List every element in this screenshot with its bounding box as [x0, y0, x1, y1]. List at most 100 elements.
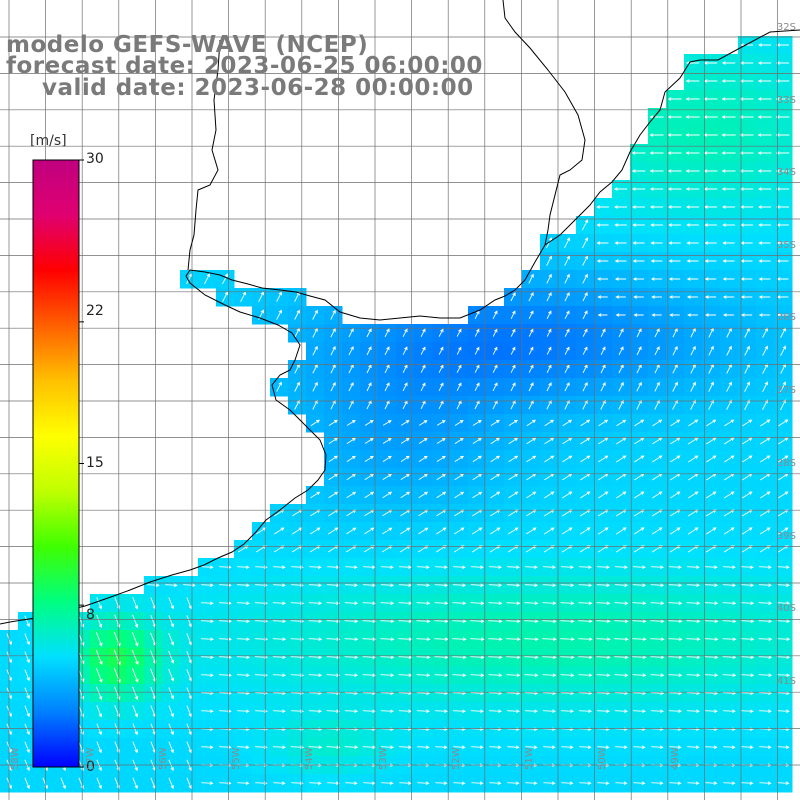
wind-arrow — [237, 745, 250, 750]
wind-arrow — [597, 313, 608, 317]
wind-arrow — [542, 583, 557, 588]
wind-arrow — [380, 601, 395, 606]
wind-arrow — [600, 381, 606, 392]
wind-arrow — [186, 705, 192, 718]
wind-arrow — [780, 345, 786, 356]
wind-arrow — [364, 491, 375, 499]
wind-arrow — [668, 241, 681, 245]
country-border — [187, 0, 586, 271]
wind-arrow — [651, 527, 663, 535]
wind-arrow — [492, 328, 498, 337]
wind-arrow — [326, 745, 341, 750]
wind-arrow — [24, 687, 30, 700]
wind-arrow — [600, 399, 606, 410]
wind-arrow — [758, 313, 771, 317]
wind-arrow — [724, 455, 735, 463]
wind-arrow — [344, 583, 358, 588]
wind-arrow — [705, 709, 718, 714]
lon-label: 54W — [304, 747, 315, 770]
wind-arrow — [582, 346, 588, 355]
wind-arrow — [672, 399, 678, 410]
wind-arrow — [597, 781, 610, 786]
wind-arrow — [775, 169, 790, 173]
wind-arrow — [384, 346, 390, 356]
wind-arrow — [721, 133, 736, 137]
wind-arrow — [218, 637, 232, 642]
wind-arrow — [722, 223, 735, 227]
wind-arrow — [614, 277, 627, 281]
wind-arrow — [326, 673, 341, 678]
wind-arrow — [686, 601, 701, 606]
wind-arrow — [132, 777, 138, 790]
wind-arrow — [418, 527, 429, 535]
wind-arrow — [596, 673, 611, 678]
wind-arrow — [472, 419, 482, 426]
wind-arrow — [488, 601, 503, 606]
wind-arrow — [706, 419, 717, 427]
wind-arrow — [456, 328, 462, 337]
wind-arrow — [237, 583, 250, 588]
wind-arrow — [633, 527, 645, 535]
wind-arrow — [488, 673, 503, 678]
wind-arrow — [326, 601, 341, 606]
wind-arrow — [616, 455, 627, 463]
wind-arrow — [758, 673, 773, 678]
wind-arrow — [308, 673, 323, 678]
wind-arrow — [562, 419, 573, 427]
wind-arrow — [758, 655, 773, 660]
wind-arrow — [438, 346, 444, 355]
wind-arrow — [776, 637, 791, 642]
wind-arrow — [582, 237, 589, 249]
wind-arrow — [470, 565, 484, 570]
wind-arrow — [758, 637, 773, 642]
wind-arrow — [218, 673, 232, 678]
wind-arrow — [454, 527, 465, 535]
wind-arrow — [740, 673, 755, 678]
wind-arrow — [399, 781, 412, 786]
wind-arrow — [400, 491, 411, 499]
wind-arrow — [668, 673, 683, 678]
wind-arrow — [759, 527, 771, 535]
wind-arrow — [327, 781, 340, 786]
wind-arrow — [650, 637, 665, 642]
wind-arrow — [614, 655, 629, 660]
wind-arrow — [543, 781, 556, 786]
wind-arrow — [456, 346, 462, 355]
wind-arrow — [690, 345, 696, 356]
wind-arrow — [633, 313, 644, 317]
colorbar-tick-15: 15 — [86, 455, 104, 471]
wind-arrow — [418, 437, 428, 444]
wind-arrow — [438, 364, 444, 373]
wind-arrow — [775, 133, 790, 137]
wind-arrow — [759, 565, 772, 570]
wind-arrow — [168, 615, 175, 628]
wind-arrow — [582, 364, 588, 374]
wind-arrow — [272, 745, 286, 750]
title-model: modelo GEFS-WAVE (NCEP) — [6, 32, 369, 58]
wind-arrow — [364, 419, 374, 426]
wind-arrow — [490, 527, 501, 535]
wind-arrow — [236, 655, 251, 660]
wind-arrow — [703, 205, 718, 209]
wind-arrow — [775, 187, 790, 191]
wind-arrow — [236, 673, 250, 678]
wind-arrow — [546, 292, 552, 302]
title-forecast-date: forecast date: 2023-06-25 06:00:00 — [6, 53, 483, 79]
wind-arrow — [308, 745, 323, 750]
wind-arrow — [366, 382, 372, 392]
wind-arrow — [470, 583, 485, 588]
wind-arrow — [381, 545, 393, 553]
wind-arrow — [95, 632, 103, 647]
wind-arrow — [131, 632, 139, 647]
wind-arrow — [652, 419, 663, 427]
wind-arrow — [308, 637, 323, 642]
wind-arrow — [777, 527, 789, 535]
wind-arrow — [436, 527, 447, 535]
wind-arrow — [400, 527, 411, 535]
wind-arrow — [168, 723, 174, 736]
wind-arrow — [596, 241, 609, 245]
wind-arrow — [634, 437, 645, 445]
wind-arrow — [614, 673, 629, 678]
wind-arrow — [669, 527, 681, 535]
wind-arrow — [546, 382, 552, 392]
